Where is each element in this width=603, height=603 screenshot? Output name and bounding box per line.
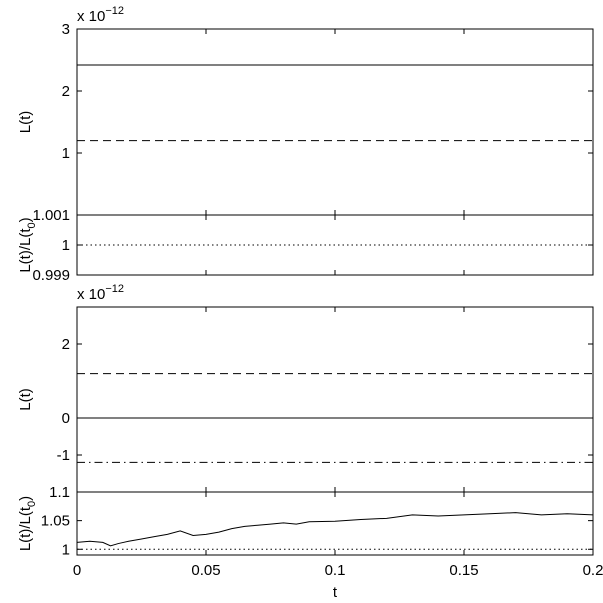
y-tick-label: 1.1 — [49, 484, 70, 501]
y-tick-label: 1.001 — [32, 207, 70, 224]
y-tick-label: -1 — [57, 447, 70, 464]
y-tick-label: 0.999 — [32, 267, 70, 284]
x-tick-label: 0.15 — [449, 562, 478, 579]
multiplier-base: x 10 — [77, 286, 105, 303]
plot-frame — [76, 28, 594, 216]
plot-frame — [76, 491, 594, 556]
panel: 0 0.05 0.1 0.15 0.211.051.1L(t)/L(t0)t — [17, 484, 603, 601]
y-tick-label: 1 — [62, 145, 70, 162]
y-axis-label: L(t)/L(t0) — [17, 217, 38, 272]
y-label-suffix: ) — [17, 496, 34, 501]
multiplier-base: x 10 — [77, 8, 105, 25]
y-tick-label: 2 — [62, 336, 70, 353]
series-line — [76, 512, 594, 547]
plot-frame — [76, 306, 594, 493]
panel: -1 0 2 L(t) x 10−12 — [17, 283, 594, 493]
multiplier-exponent: −12 — [105, 283, 124, 295]
panel: 1 2 3 L(t) x 10−12 — [17, 5, 594, 216]
y-label-suffix: ) — [17, 217, 34, 222]
x-tick-label: 0.2 — [583, 562, 603, 579]
y-tick-label: 1 — [62, 237, 70, 254]
x-tick-label: 0.05 — [191, 562, 220, 579]
y-label-subscript: 0 — [26, 501, 38, 507]
axis-multiplier: x 10−12 — [77, 5, 124, 25]
y-label-text: L(t)/L(t — [17, 228, 34, 273]
x-axis-label: t — [333, 584, 338, 601]
y-label-text: L(t) — [17, 111, 34, 134]
y-axis-label: L(t)/L(t0) — [17, 496, 38, 551]
y-tick-label: 2 — [62, 83, 70, 100]
y-axis-label: L(t) — [17, 388, 34, 411]
y-axis-label: L(t) — [17, 111, 34, 134]
y-label-text: L(t)/L(t — [17, 506, 34, 551]
y-label-subscript: 0 — [26, 222, 38, 228]
y-tick-label: 1.05 — [41, 513, 70, 530]
x-tick-label: 0 — [73, 562, 81, 579]
multiplier-exponent: −12 — [105, 5, 124, 17]
y-tick-label: 1 — [62, 541, 70, 558]
y-tick-label: 0 — [62, 410, 70, 427]
x-tick-label: 0.1 — [325, 562, 346, 579]
y-tick-label: 3 — [62, 21, 70, 38]
axis-multiplier: x 10−12 — [77, 283, 124, 303]
y-label-text: L(t) — [17, 388, 34, 411]
